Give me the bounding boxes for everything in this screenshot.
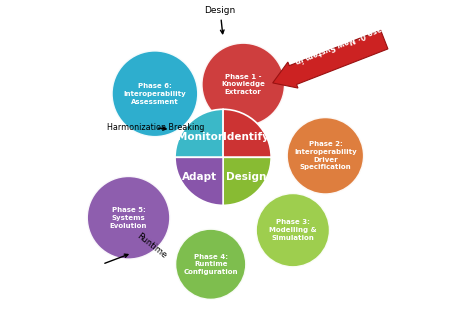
Text: Runtime: Runtime xyxy=(105,231,168,263)
Text: Phase 4:
Runtime
Configuration: Phase 4: Runtime Configuration xyxy=(183,254,238,275)
Circle shape xyxy=(112,50,198,137)
Text: Phase 1 -
Knowledge
Extractor: Phase 1 - Knowledge Extractor xyxy=(221,74,265,95)
Circle shape xyxy=(287,117,364,194)
Text: Phase 2:
Interoperability
Driver
Specification: Phase 2: Interoperability Driver Specifi… xyxy=(294,141,357,170)
Circle shape xyxy=(256,193,330,267)
Text: Identify: Identify xyxy=(223,132,269,142)
Wedge shape xyxy=(223,157,271,205)
Circle shape xyxy=(87,176,171,259)
Text: Phase 6:
Interoperability
Assessment: Phase 6: Interoperability Assessment xyxy=(123,83,187,105)
Wedge shape xyxy=(175,109,223,157)
Text: Phase 3:
Modelling &
Simulation: Phase 3: Modelling & Simulation xyxy=(269,219,317,241)
Text: Design: Design xyxy=(226,172,267,182)
FancyArrow shape xyxy=(273,30,388,88)
Text: Phase 5:
Systems
Evolution: Phase 5: Systems Evolution xyxy=(110,207,147,228)
Circle shape xyxy=(202,43,285,126)
Text: Design: Design xyxy=(204,6,236,34)
Text: Phase 0: New System in
the Network: Phase 0: New System in the Network xyxy=(289,8,393,64)
Wedge shape xyxy=(223,109,271,157)
Circle shape xyxy=(175,228,246,300)
Text: Monitor: Monitor xyxy=(177,132,223,142)
Text: Harmonization Breaking: Harmonization Breaking xyxy=(107,123,204,132)
Wedge shape xyxy=(175,157,223,205)
Text: Adapt: Adapt xyxy=(182,172,218,182)
